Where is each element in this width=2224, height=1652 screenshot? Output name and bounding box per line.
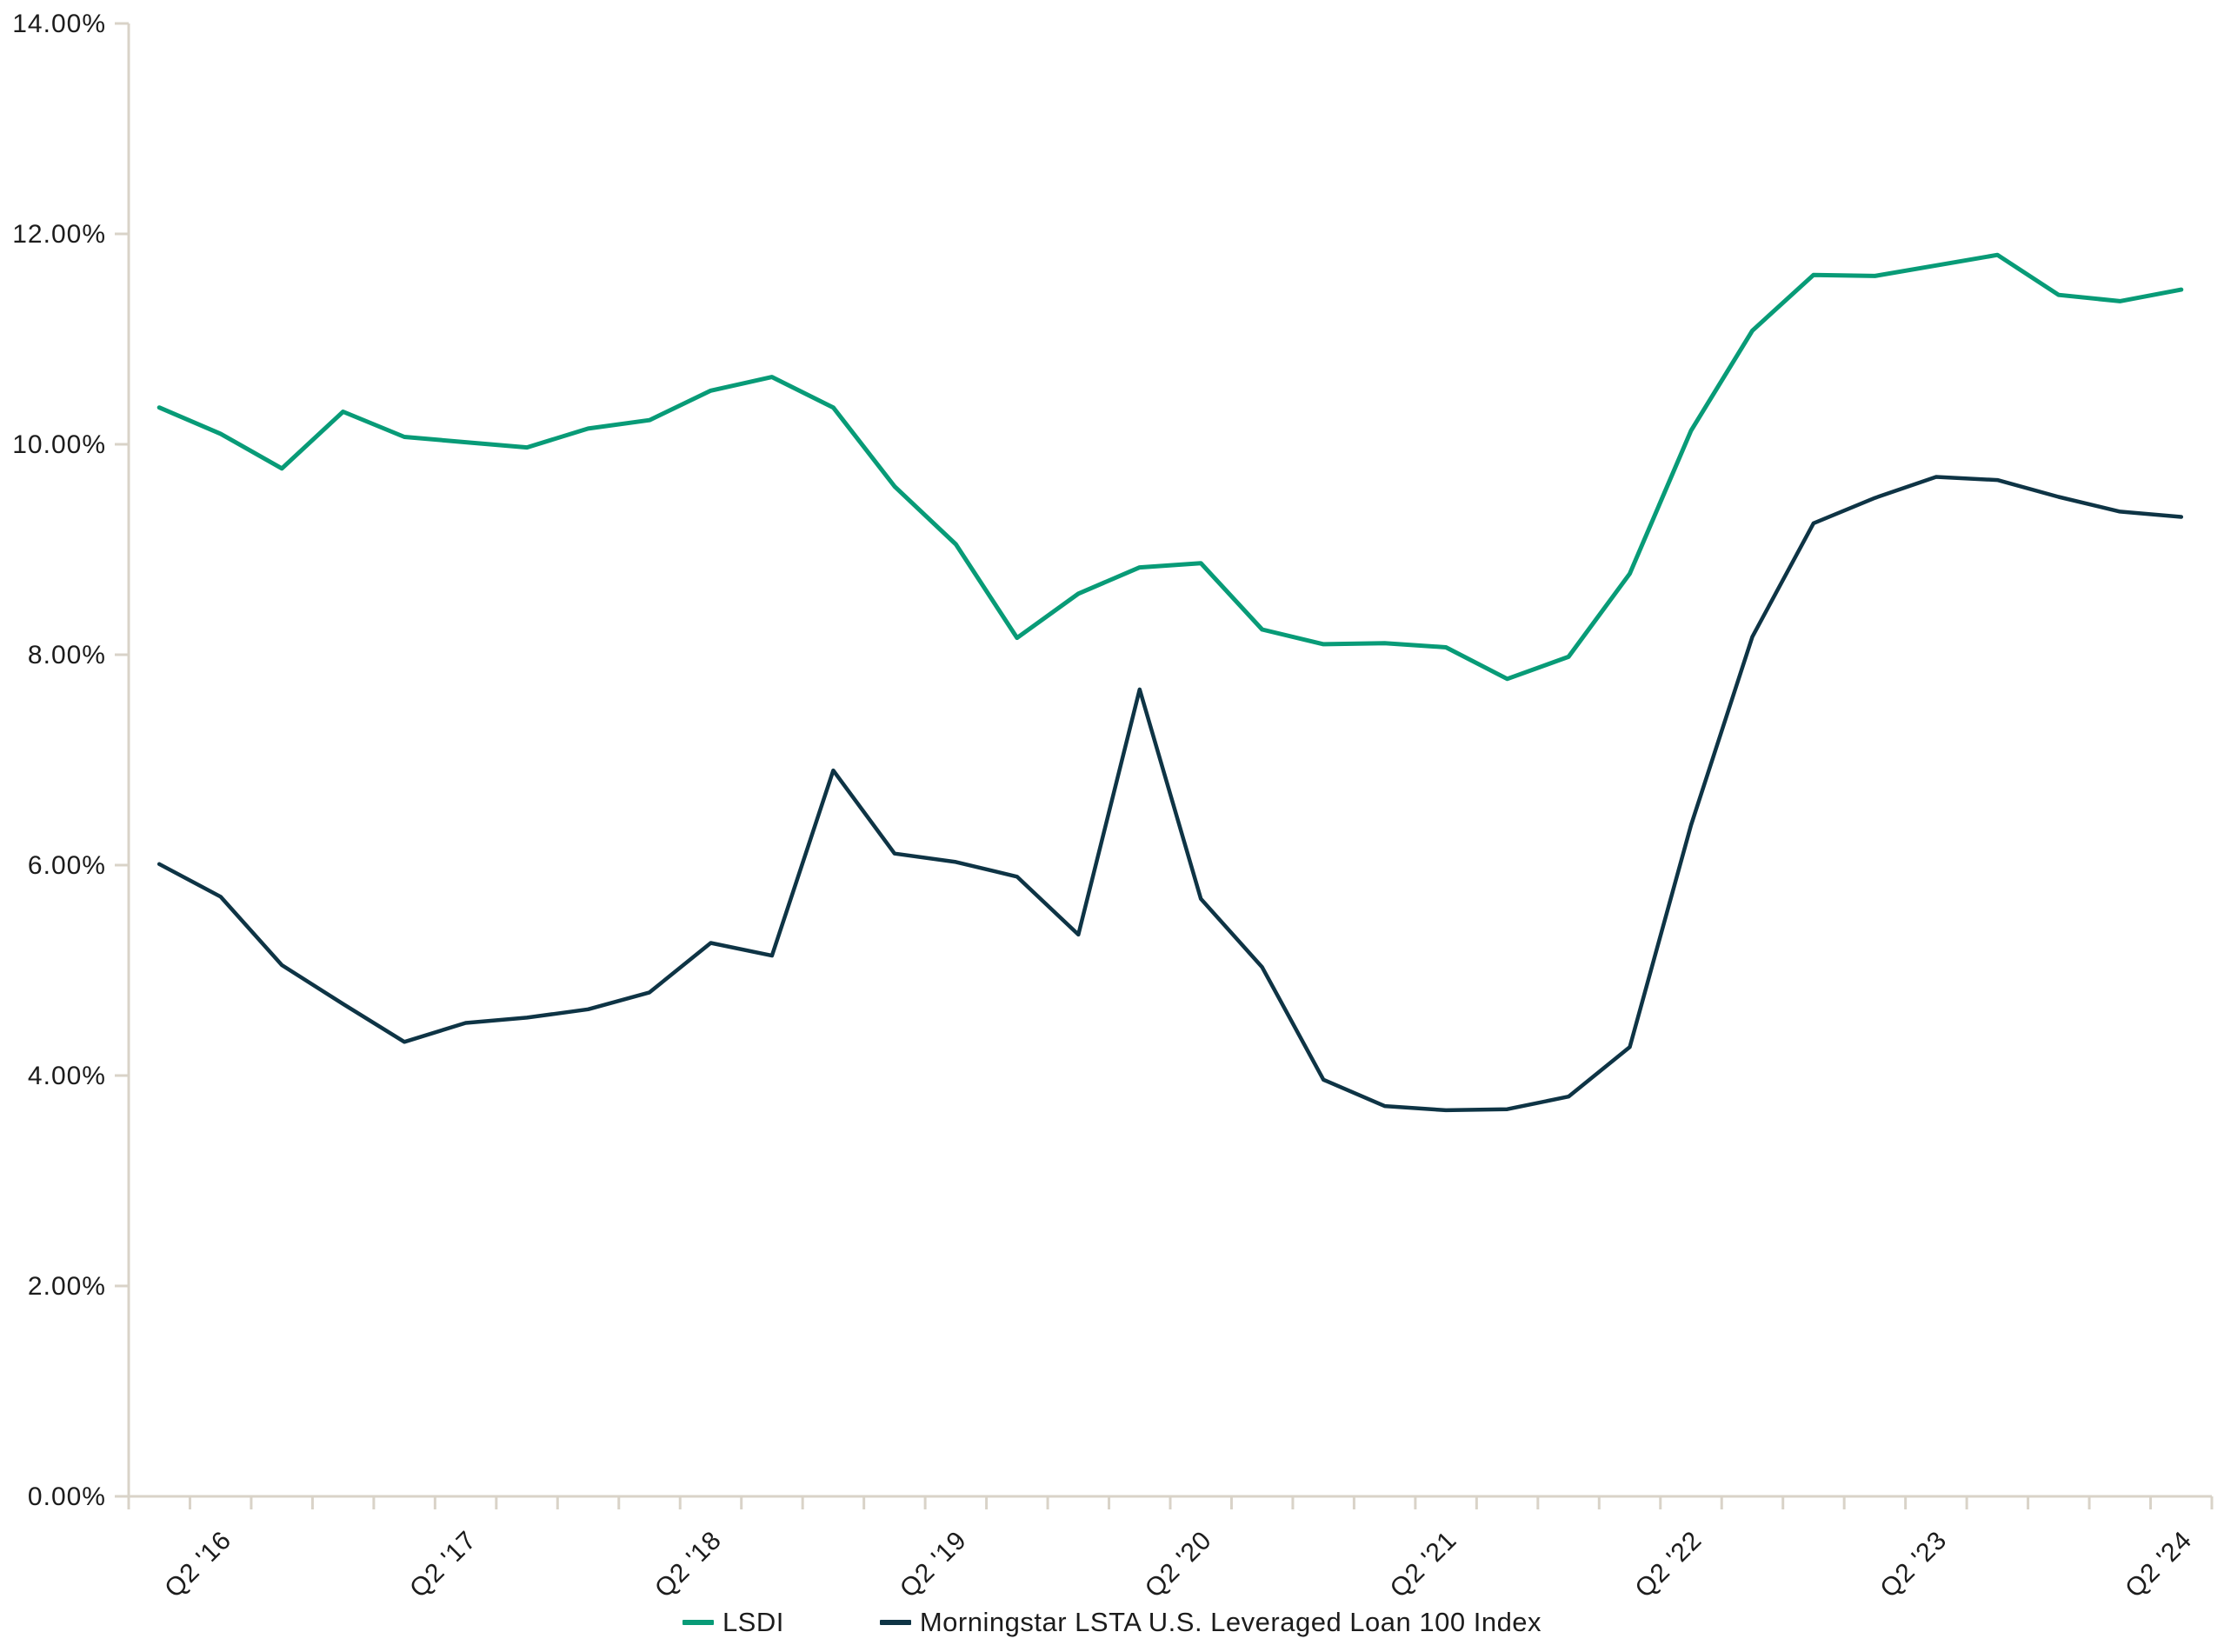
- series-line-morningstar-lsta: [156, 475, 2184, 1113]
- legend-item-morningstar-lsta: Morningstar LSTA U.S. Leveraged Loan 100…: [879, 1607, 1542, 1638]
- x-axis-tick-label: Q2 '18: [649, 1526, 727, 1596]
- x-axis-tick-label: Q2 '17: [404, 1526, 482, 1596]
- x-axis-tick-label: Q2 '21: [1385, 1526, 1462, 1596]
- x-axis-tick-label: Q2 '24: [2120, 1526, 2197, 1596]
- x-axis-tick-label: Q2 '23: [1874, 1526, 1952, 1596]
- y-axis-tick-label: 10.00%: [12, 430, 106, 459]
- y-axis-tick-label: 2.00%: [28, 1272, 106, 1301]
- legend-item-lsdi: LSDI: [682, 1607, 784, 1638]
- x-axis-tick-label: Q2 '19: [895, 1526, 972, 1596]
- x-axis-tick-label: Q2 '22: [1630, 1526, 1708, 1596]
- x-axis-tick-label: Q2 '16: [159, 1526, 236, 1596]
- legend-label: LSDI: [722, 1607, 784, 1637]
- legend-swatch-icon: [879, 1620, 911, 1625]
- x-axis-tick-label: Q2 '20: [1140, 1526, 1217, 1596]
- y-axis-tick-label: 6.00%: [28, 851, 106, 880]
- y-axis-tick-label: 12.00%: [12, 220, 106, 249]
- legend-swatch-icon: [682, 1620, 714, 1625]
- y-axis-tick-label: 8.00%: [28, 641, 106, 669]
- series-line-lsdi: [156, 252, 2184, 682]
- chart-legend: LSDI Morningstar LSTA U.S. Leveraged Loan…: [0, 1598, 2224, 1647]
- line-chart: 0.00% 2.00% 4.00% 6.00% 8.00% 10.00% 12.00% 14.…: [12, 10, 2214, 1596]
- legend-label: Morningstar LSTA U.S. Leveraged Loan 100…: [919, 1607, 1542, 1637]
- y-axis-tick-label: 0.00%: [28, 1482, 106, 1511]
- y-axis-tick-label: 4.00%: [28, 1062, 106, 1090]
- y-axis-tick-label: 14.00%: [12, 10, 106, 38]
